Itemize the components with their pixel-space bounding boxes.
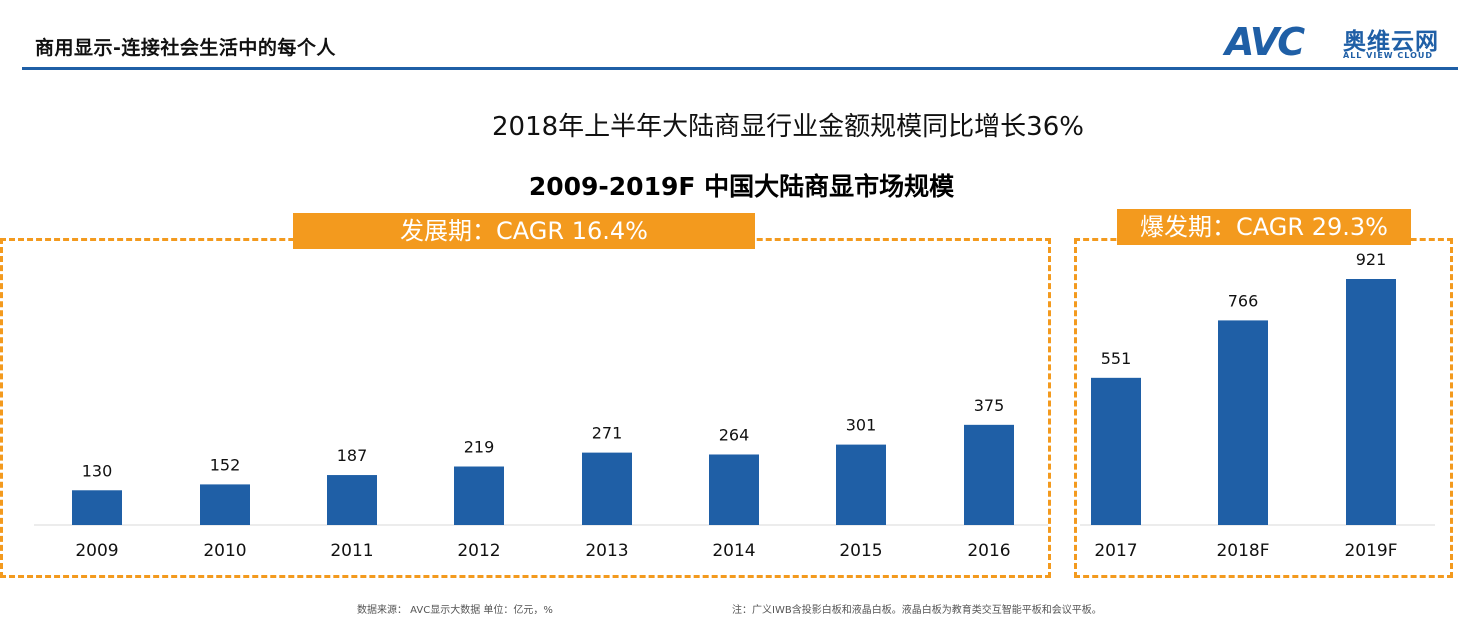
logo-english-text: ALL VIEW CLOUD <box>1343 51 1434 60</box>
boom-phase-label: 爆发期：CAGR 29.3% <box>1117 209 1411 245</box>
bar-2016 <box>964 424 1014 525</box>
chart-title: 2009-2019F 中国大陆商显市场规模 <box>528 172 955 201</box>
development-phase-label: 发展期：CAGR 16.4% <box>293 213 755 249</box>
bar-2019F <box>1346 279 1396 525</box>
data-source-note: 数据来源： AVC显示大数据 单位：亿元，% <box>357 605 553 616</box>
footnote: 注：广义IWB含投影白板和液晶白板。液晶白板为教育类交互智能平板和会议平板。 <box>732 605 1102 616</box>
x-tick-label-2012: 2012 <box>457 541 500 561</box>
data-label-2015: 301 <box>846 416 877 435</box>
page-header-title: 商用显示-连接社会生活中的每个人 <box>35 37 336 59</box>
bar-2009 <box>72 490 122 525</box>
data-label-2009: 130 <box>82 461 113 480</box>
bar-2017 <box>1091 377 1141 525</box>
x-tick-label-2016: 2016 <box>967 541 1010 561</box>
x-tick-label-2013: 2013 <box>585 541 628 561</box>
data-label-2013: 271 <box>592 424 623 443</box>
bar-2018F <box>1218 320 1268 525</box>
bar-2012 <box>454 466 504 525</box>
data-label-2019F: 921 <box>1356 250 1387 269</box>
data-label-2018F: 766 <box>1228 291 1259 310</box>
logo-chinese-text: 奥维云网 <box>1343 29 1439 55</box>
bar-2015 <box>836 444 886 525</box>
avc-logo: AVC 奥维云网 ALL VIEW CLOUD <box>1225 18 1465 68</box>
data-label-2011: 187 <box>337 446 368 465</box>
data-label-2012: 219 <box>464 438 495 457</box>
x-tick-label-2018F: 2018F <box>1216 541 1269 561</box>
logo-mark: AVC <box>1225 20 1305 64</box>
bar-2013 <box>582 452 632 525</box>
data-label-2017: 551 <box>1101 349 1132 368</box>
bar-2014 <box>709 454 759 525</box>
x-tick-label-2015: 2015 <box>839 541 882 561</box>
x-tick-label-2011: 2011 <box>330 541 373 561</box>
header-divider <box>22 67 1458 70</box>
x-tick-label-2017: 2017 <box>1094 541 1137 561</box>
data-label-2014: 264 <box>719 425 750 444</box>
bar-2010 <box>200 484 250 525</box>
data-label-2016: 375 <box>974 396 1005 415</box>
x-tick-label-2014: 2014 <box>712 541 755 561</box>
x-tick-label-2010: 2010 <box>203 541 246 561</box>
bar-2011 <box>327 475 377 525</box>
data-label-2010: 152 <box>210 455 241 474</box>
x-tick-label-2009: 2009 <box>75 541 118 561</box>
headline: 2018年上半年大陆商显行业金额规模同比增长36% <box>492 112 1084 142</box>
x-tick-label-2019F: 2019F <box>1344 541 1397 561</box>
